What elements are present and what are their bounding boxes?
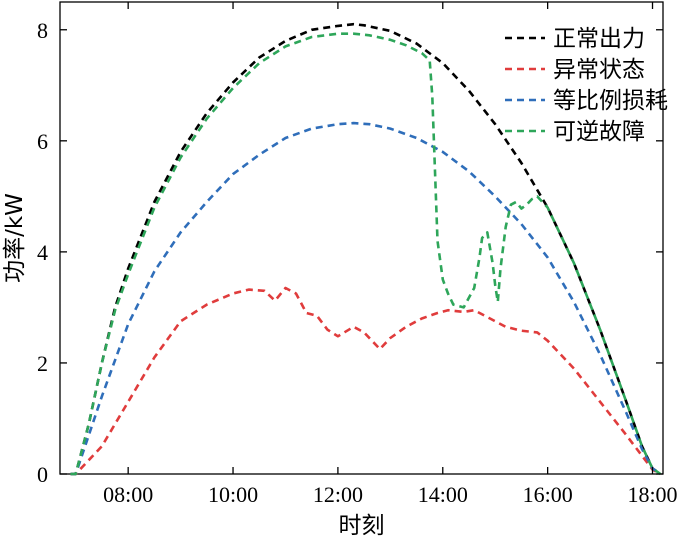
x-tick-label: 18:00 (627, 482, 677, 507)
legend-label-4: 可逆故障 (553, 119, 645, 145)
series-line-1 (70, 22, 662, 476)
series-line-4 (70, 32, 662, 476)
y-tick-label: 6 (37, 129, 48, 154)
y-tick-label: 4 (37, 240, 48, 265)
x-tick-label: 10:00 (208, 482, 258, 507)
y-tick-label: 8 (37, 18, 48, 43)
y-tick-label: 2 (37, 351, 48, 376)
legend-label-3: 等比例损耗 (553, 88, 668, 114)
legend-label-2: 异常状态 (553, 57, 645, 83)
x-tick-label: 08:00 (103, 482, 153, 507)
x-axis-label: 时刻 (339, 513, 385, 539)
series-line-3 (70, 121, 662, 476)
y-axis-label: 功率/kW (2, 193, 28, 283)
x-tick-label: 16:00 (523, 482, 573, 507)
y-tick-label: 0 (37, 462, 48, 487)
plot-frame (59, 1, 664, 475)
x-tick-label: 14:00 (418, 482, 468, 507)
x-tick-label: 12:00 (313, 482, 363, 507)
series-line-2 (70, 286, 662, 476)
legend-label-1: 正常出力 (553, 26, 645, 52)
